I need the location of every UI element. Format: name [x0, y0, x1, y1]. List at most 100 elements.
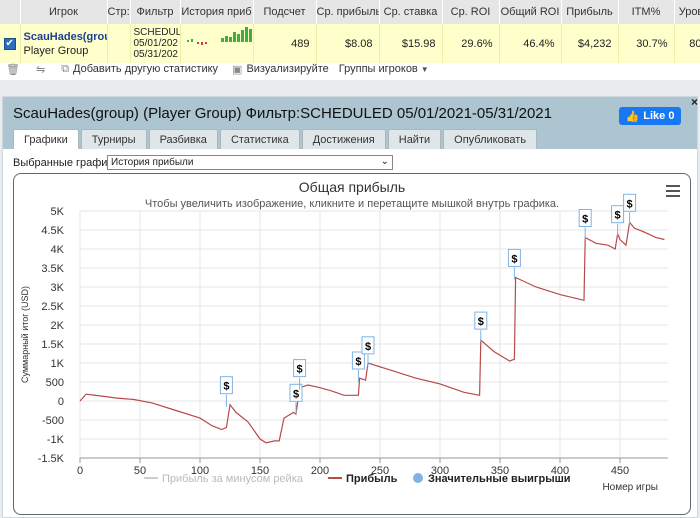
y-tick-label: -1.5K	[38, 453, 65, 465]
big-win-label: $	[615, 210, 621, 222]
filter-line-1: SCHEDULE	[133, 27, 180, 38]
x-tick-label: 250	[371, 465, 389, 477]
col-header-player[interactable]: Игрок	[20, 0, 108, 24]
x-tick-label: 400	[551, 465, 569, 477]
col-header-itm[interactable]: ITM%	[618, 0, 675, 24]
visualize-link[interactable]: Визуализируйте	[246, 63, 329, 75]
col-header-avg-roi[interactable]: Ср. ROI	[442, 0, 500, 24]
chart-container[interactable]: Общая прибыль Чтобы увеличить изображение…	[13, 173, 691, 515]
str-cell	[107, 24, 131, 63]
y-tick-label: 1.5K	[41, 339, 64, 351]
col-header-history[interactable]: История приб	[180, 0, 254, 24]
profit-cell: $4,232	[561, 24, 619, 63]
big-win-flag[interactable]	[289, 383, 303, 402]
big-win-label: $	[478, 316, 484, 328]
fb-like-button[interactable]: 👍 Like 0	[619, 107, 681, 125]
add-stats-link[interactable]: Добавить другую статистику	[73, 63, 219, 75]
col-header-avg-stake[interactable]: Ср. ставка	[379, 0, 443, 24]
big-win-label: $	[355, 356, 361, 368]
stats-table: Игрок Стр: Фильтр История приб Подсчет С…	[0, 0, 700, 63]
big-win-label: $	[293, 388, 299, 400]
col-header-str[interactable]: Стр:	[107, 0, 131, 24]
tab-publish[interactable]: Опубликовать	[443, 129, 538, 149]
big-win-flag[interactable]	[351, 351, 365, 370]
x-tick-label: 300	[431, 465, 449, 477]
big-win-flag[interactable]	[219, 376, 233, 395]
chart-menu-icon[interactable]	[666, 190, 680, 192]
tab-achievements[interactable]: Достижения	[301, 129, 386, 149]
x-tick-label: 200	[311, 465, 329, 477]
legend-wins-label[interactable]: Значительные выигрыши	[428, 473, 571, 485]
col-header-filter[interactable]: Фильтр	[130, 0, 181, 24]
tab-find[interactable]: Найти	[387, 129, 442, 149]
legend-rake-label[interactable]: Прибыль за минусом рейка	[162, 473, 304, 485]
chart-title: Общая прибыль	[299, 179, 405, 195]
chart-subtitle: Чтобы увеличить изображение, кликните и …	[145, 198, 559, 210]
x-tick-label: 350	[491, 465, 509, 477]
filter-line-3: 05/31/202	[133, 49, 179, 60]
big-win-flag[interactable]	[578, 209, 592, 227]
chart-menu-icon[interactable]	[666, 195, 680, 197]
chart-menu-icon[interactable]	[666, 185, 680, 187]
tab-breakdown[interactable]: Разбивка	[148, 129, 218, 149]
x-tick-label: 450	[611, 465, 629, 477]
chart-select-value: История прибыли	[111, 157, 194, 168]
y-tick-label: -500	[42, 415, 64, 427]
total-roi-cell: 46.4%	[499, 24, 562, 63]
tab-tournaments[interactable]: Турниры	[80, 129, 147, 149]
col-header	[0, 0, 21, 24]
player-name-link[interactable]: ScauHades(grou	[23, 30, 107, 43]
selected-charts-label: Выбранные графики:	[13, 157, 122, 169]
y-tick-label: -1K	[47, 434, 65, 446]
tab-charts[interactable]: Графики	[13, 129, 79, 149]
detail-panel: ScauHades(group) (Player Group) Фильтр:S…	[2, 95, 699, 518]
col-header-profit[interactable]: Прибыль	[561, 0, 619, 24]
big-win-flag[interactable]	[507, 248, 521, 267]
col-header-count[interactable]: Подсчет	[253, 0, 317, 24]
player-groups-dropdown[interactable]: Группы игроков	[338, 63, 418, 75]
stats-panel: Игрок Стр: Фильтр История приб Подсчет С…	[0, 0, 700, 80]
y-tick-label: 4.5K	[41, 225, 64, 237]
big-win-label: $	[223, 381, 229, 393]
y-tick-label: 1K	[51, 358, 65, 370]
table-header-row: Игрок Стр: Фильтр История приб Подсчет С…	[0, 0, 700, 24]
x-axis-label: Номер игры	[602, 482, 658, 493]
big-win-flag[interactable]	[361, 336, 375, 355]
link-icon[interactable]: ⇋	[35, 63, 46, 76]
avg-profit-cell: $8.08	[316, 24, 380, 63]
y-tick-label: 0	[58, 396, 64, 408]
count-cell: 489	[253, 24, 317, 63]
row-checkbox[interactable]: ✔	[3, 37, 16, 50]
close-icon[interactable]: ×	[691, 95, 699, 109]
x-tick-label: 100	[191, 465, 209, 477]
table-row[interactable]: ✔ ScauHades(grou Player Group SCHEDULE 0…	[0, 24, 700, 63]
panel-tabs: Графики Турниры Разбивка Статистика Дост…	[13, 129, 538, 149]
big-win-flag[interactable]	[611, 205, 625, 224]
panel-header: ScauHades(group) (Player Group) Фильтр:S…	[3, 95, 699, 149]
chart-select[interactable]: История прибыли ⌄	[107, 155, 393, 170]
col-header-level[interactable]: Уров	[674, 0, 700, 24]
profit-series-line[interactable]	[79, 221, 665, 444]
y-tick-label: 2K	[51, 320, 65, 332]
col-header-total-roi[interactable]: Общий ROI	[499, 0, 562, 24]
col-header-avg-profit[interactable]: Ср. прибыль	[316, 0, 380, 24]
y-tick-label: 5K	[51, 206, 65, 218]
trash-icon[interactable]: 🗑	[6, 63, 20, 76]
legend-profit-label[interactable]: Прибыль	[346, 473, 398, 485]
x-tick-label: 0	[77, 465, 83, 477]
player-type: Player Group	[23, 44, 89, 57]
y-tick-label: 2.5K	[41, 301, 64, 313]
y-tick-label: 3.5K	[41, 263, 64, 275]
add-stats-icon: ⧉	[61, 62, 70, 75]
y-axis-label: Суммарный итог (USD)	[20, 286, 30, 383]
big-win-flag[interactable]	[474, 311, 488, 330]
profit-chart[interactable]: Общая прибыль Чтобы увеличить изображение…	[14, 174, 690, 514]
chevron-down-icon[interactable]: ▼	[420, 64, 429, 74]
big-win-label: $	[627, 198, 633, 210]
itm-cell: 30.7%	[618, 24, 675, 63]
big-win-flag[interactable]	[623, 193, 637, 212]
big-win-label: $	[297, 364, 303, 376]
tab-statistics[interactable]: Статистика	[219, 129, 300, 149]
big-win-flag[interactable]	[293, 359, 307, 378]
y-tick-label: 500	[46, 377, 64, 389]
